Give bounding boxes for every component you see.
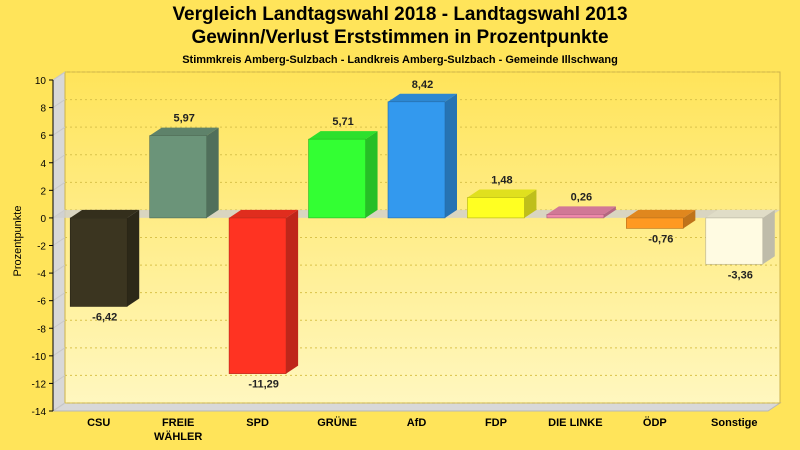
bar-front <box>705 217 764 265</box>
bar-value-label: -6,42 <box>92 311 117 323</box>
x-tick-label: SPD <box>246 417 269 429</box>
bar-sonstige: -3,36 <box>705 209 775 281</box>
y-tick-label: 6 <box>40 131 46 142</box>
bar-top <box>546 206 616 215</box>
y-tick-label: 2 <box>40 186 46 197</box>
bar-grüne: 5,71 <box>308 116 378 219</box>
bar-value-label: -3,36 <box>728 269 753 281</box>
bar-top <box>705 209 775 218</box>
y-tick-label: -10 <box>32 352 47 363</box>
bar-top <box>229 209 299 218</box>
y-tick-label: -4 <box>37 269 46 280</box>
bar-afd: 8,42 <box>387 79 457 219</box>
bar-side <box>445 93 457 218</box>
bar-front <box>149 135 207 219</box>
y-tick-label: -8 <box>37 324 46 335</box>
bar-side <box>286 209 299 374</box>
bar-front <box>308 138 366 219</box>
chart-subtitle: Gewinn/Verlust Erststimmen in Prozentpun… <box>191 27 609 48</box>
bar-die-linke: 0,26 <box>546 191 616 219</box>
bar-value-label: 0,26 <box>571 191 592 203</box>
y-axis: 10 8 6 4 2 0 -2 -4 -6 -8 -10 -12 -14 <box>32 76 54 418</box>
bar-value-label: -0,76 <box>648 233 673 245</box>
bar-fdp: 1,48 <box>467 175 537 219</box>
bar-csu: -6,42 <box>69 209 140 323</box>
x-tick-label: ÖDP <box>643 416 667 429</box>
chart-title: Vergleich Landtagswahl 2018 - Landtagswa… <box>172 4 628 25</box>
bar-value-label: 8,42 <box>412 79 433 91</box>
floor <box>51 402 782 412</box>
wall-gridline <box>52 402 66 412</box>
y-tick-label: 0 <box>40 214 46 225</box>
y-tick-label: -2 <box>37 242 46 253</box>
x-tick-label: Sonstige <box>711 417 757 429</box>
bar-front <box>626 217 684 229</box>
bar-front <box>228 217 287 374</box>
bar-value-label: -11,29 <box>248 379 279 391</box>
y-tick-label: 8 <box>40 104 46 115</box>
wall-gridline <box>52 319 66 329</box>
bar-value-label: 1,48 <box>491 175 512 187</box>
x-tick-label: FREIE <box>162 417 194 429</box>
x-tick-label: FDP <box>485 417 507 429</box>
bar-side <box>206 127 219 218</box>
y-tick-label: 4 <box>40 159 46 170</box>
wall-gridline <box>52 126 66 136</box>
wall-gridline <box>52 154 66 164</box>
wall-gridline <box>52 264 66 274</box>
bar-spd: -11,29 <box>228 209 299 391</box>
x-tick-label: CSU <box>87 417 110 429</box>
y-tick-label: -14 <box>32 407 47 418</box>
bar-front <box>387 101 446 219</box>
wall-gridline <box>52 292 66 302</box>
wall-gridline <box>52 375 66 384</box>
bar-side <box>762 209 775 265</box>
wall-gridline <box>52 99 66 108</box>
bar-value-label: 5,97 <box>173 113 194 125</box>
bar-side <box>127 209 140 307</box>
bar-side <box>365 131 378 218</box>
bar-value-label: 5,71 <box>332 116 353 128</box>
x-tick-label: DIE LINKE <box>548 417 602 429</box>
x-tick-label: GRÜNE <box>317 416 357 429</box>
bar-side <box>603 206 616 218</box>
wall-gridline <box>52 181 66 191</box>
bar-side <box>683 209 696 229</box>
bar-front <box>69 217 128 307</box>
bar-top <box>149 127 219 136</box>
x-tick-label: WÄHLER <box>154 430 202 443</box>
bar-front <box>467 197 525 219</box>
wall-gridline <box>52 237 66 246</box>
bar-top <box>308 131 378 140</box>
bar-front <box>546 214 605 219</box>
x-tick-label: AfD <box>407 417 427 429</box>
bar-top <box>626 209 696 218</box>
bar-ödp: -0,76 <box>626 209 696 245</box>
bar-side <box>524 189 537 218</box>
y-tick-label: 10 <box>35 76 47 87</box>
bars: -6,42 5,97 -11,29 5,71 8,42 1,48 0,26 -0,76 -3,3… <box>69 79 775 391</box>
wall-gridline <box>52 347 66 357</box>
bar-top <box>70 209 140 218</box>
bar-top <box>388 93 457 102</box>
y-tick-label: -12 <box>32 379 47 390</box>
y-axis-label: Prozentpunkte <box>12 206 24 277</box>
bar-freie-wähler: 5,97 <box>149 113 219 219</box>
wall-gridline <box>52 71 66 81</box>
bar-top <box>467 189 537 198</box>
y-tick-label: -6 <box>37 297 46 308</box>
chart-subsubtitle: Stimmkreis Amberg-Sulzbach - Landkreis A… <box>182 54 618 66</box>
